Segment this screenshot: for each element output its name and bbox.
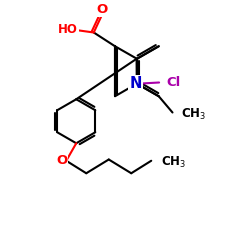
Text: Cl: Cl [166,76,181,89]
Text: O: O [97,3,108,16]
Text: CH$_3$: CH$_3$ [161,154,186,170]
Text: HO: HO [58,24,78,36]
Text: CH$_3$: CH$_3$ [181,107,206,122]
Text: O: O [56,154,68,167]
Text: N: N [129,76,141,91]
